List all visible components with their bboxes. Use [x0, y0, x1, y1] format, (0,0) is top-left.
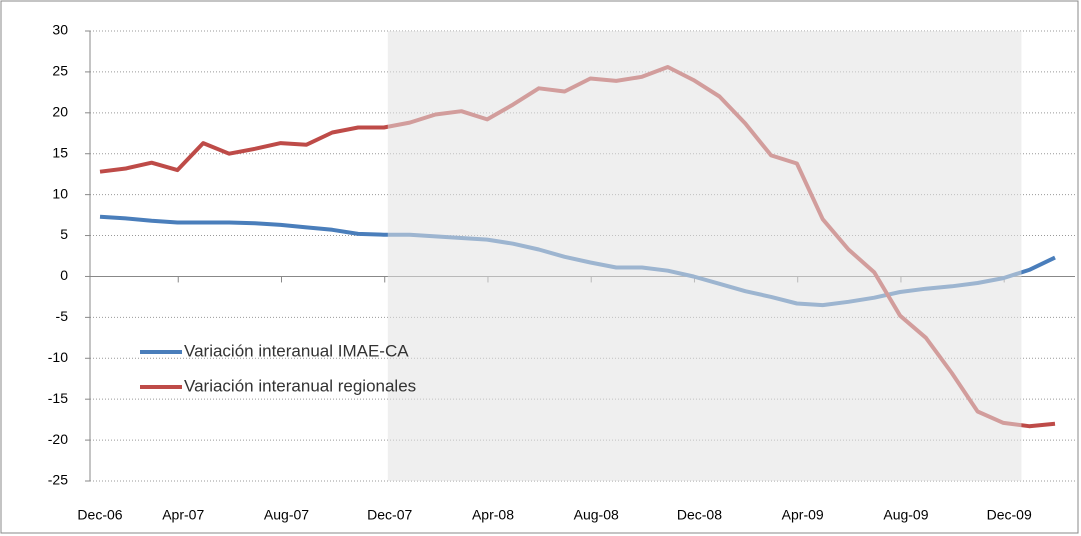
y-tick-label: 20 [52, 104, 68, 120]
y-tick-label: 0 [60, 267, 68, 283]
y-tick-label: -25 [48, 472, 68, 488]
legend-label: Variación interanual regionales [184, 376, 416, 395]
y-tick-label: -5 [56, 308, 69, 324]
x-tick-label: Apr-09 [782, 507, 824, 523]
x-tick-label: Dec-06 [77, 507, 122, 523]
x-tick-label: Aug-09 [883, 507, 928, 523]
y-tick-label: -20 [48, 431, 68, 447]
y-tick-label: 15 [52, 144, 68, 160]
x-tick-label: Dec-09 [987, 507, 1032, 523]
y-tick-label: -10 [48, 349, 68, 365]
y-tick-label: -15 [48, 390, 68, 406]
shaded-period [387, 31, 1022, 481]
y-tick-label: 10 [52, 185, 68, 201]
y-tick-label: 30 [52, 22, 68, 38]
x-tick-label: Aug-08 [574, 507, 619, 523]
legend-label: Variación interanual IMAE-CA [184, 341, 409, 360]
x-tick-label: Apr-07 [162, 507, 204, 523]
x-tick-label: Dec-08 [677, 507, 722, 523]
y-tick-label: 25 [52, 63, 68, 79]
x-tick-label: Dec-07 [367, 507, 412, 523]
y-tick-label: 5 [60, 226, 68, 242]
x-tick-label: Apr-08 [472, 507, 514, 523]
x-tick-label: Aug-07 [264, 507, 309, 523]
